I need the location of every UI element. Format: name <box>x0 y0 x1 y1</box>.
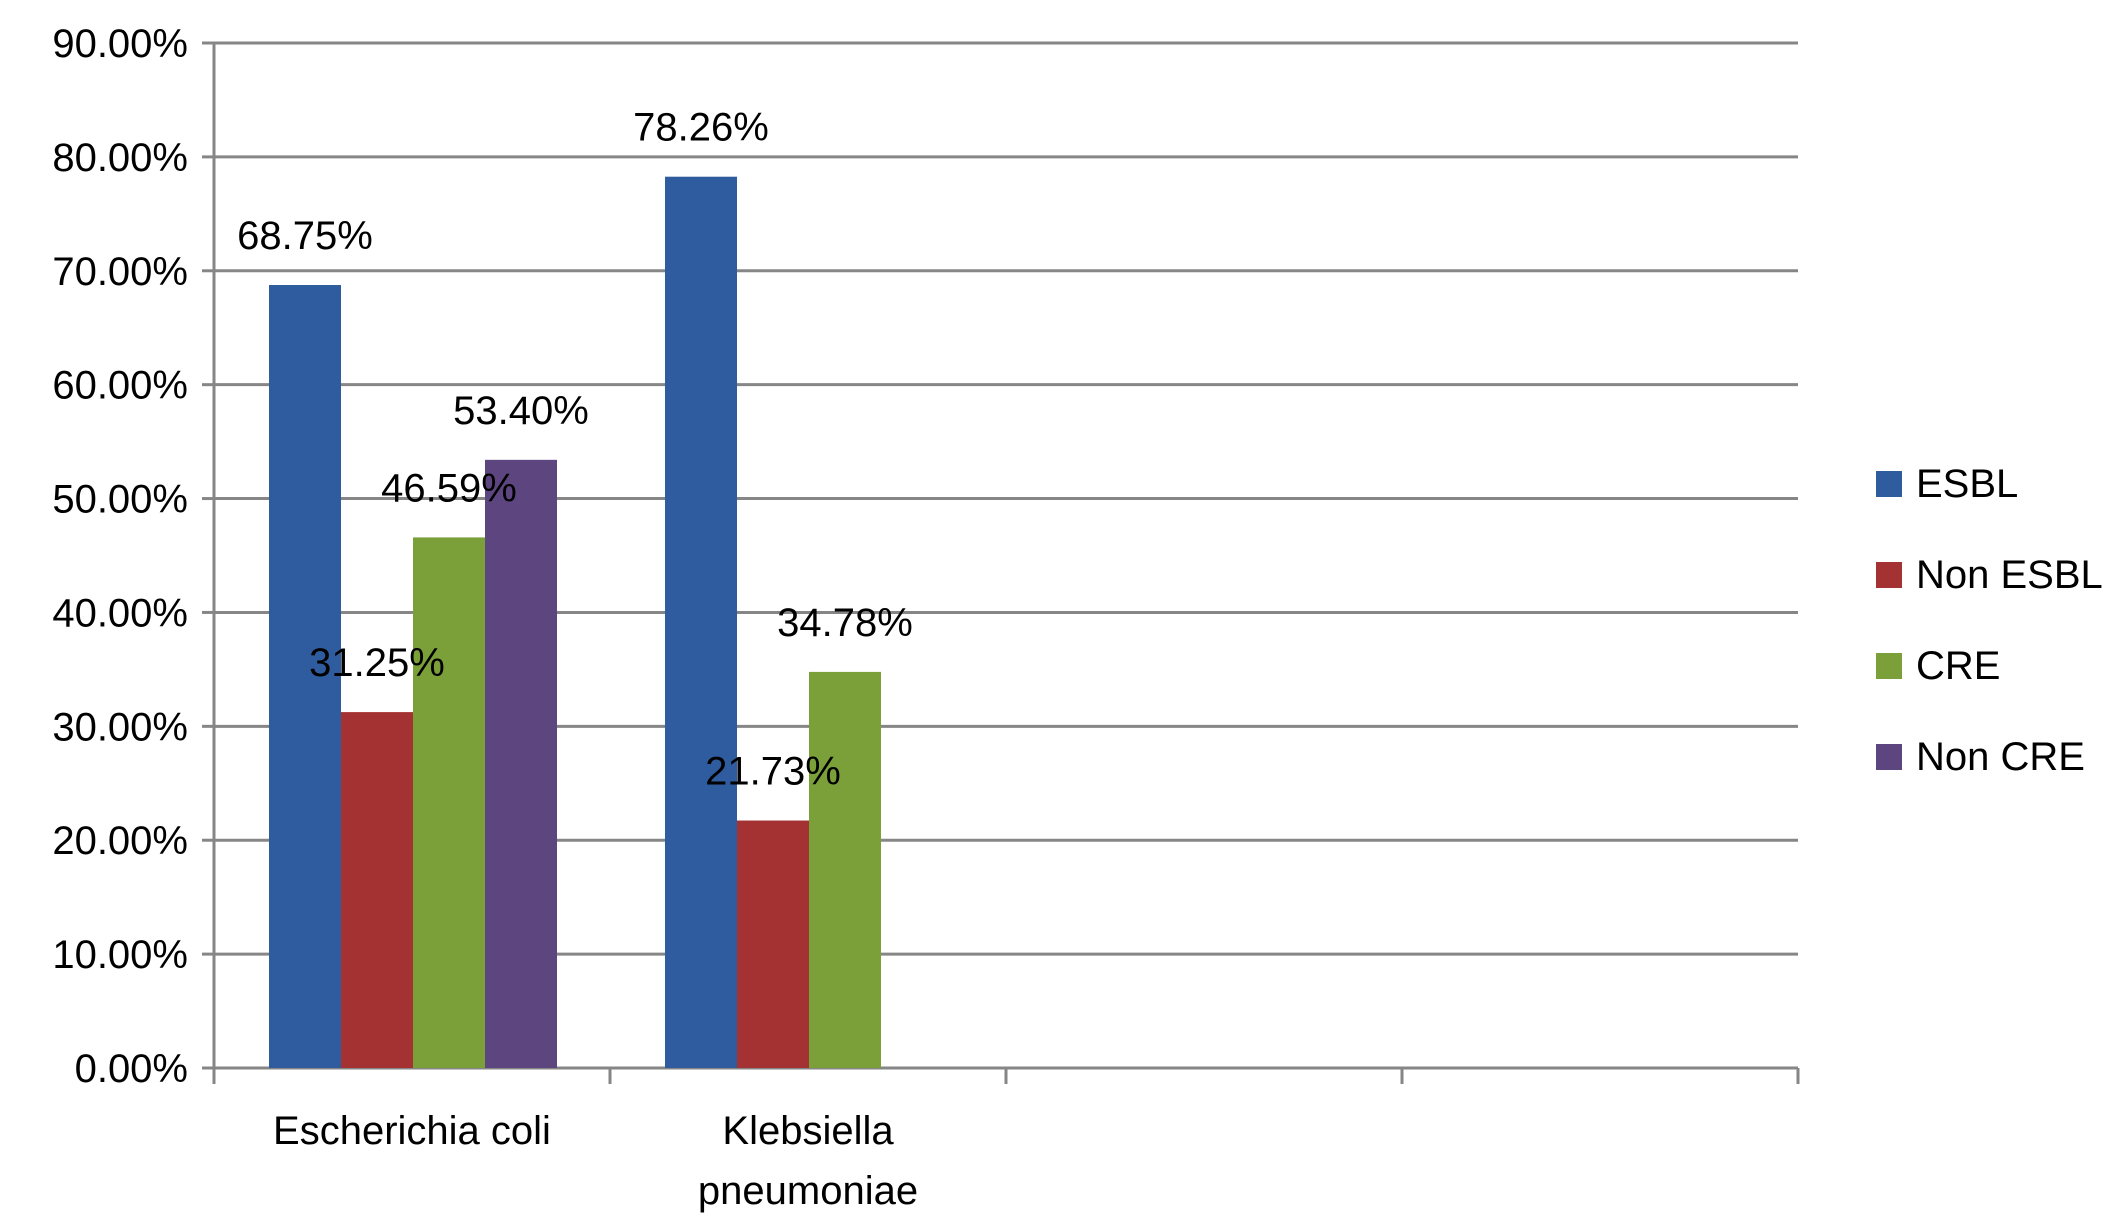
data-label: 34.78% <box>777 601 913 645</box>
legend-swatch <box>1876 744 1902 770</box>
y-tick-label: 90.00% <box>52 22 188 66</box>
legend-label: Non ESBL <box>1916 553 2103 597</box>
x-axis-ticks <box>212 1068 1800 1084</box>
bar-non-esbl <box>341 712 413 1068</box>
data-label: 46.59% <box>381 466 517 510</box>
data-label: 68.75% <box>237 214 373 258</box>
y-tick-label: 20.00% <box>52 819 188 863</box>
bar-cre <box>413 537 485 1068</box>
y-tick-label: 50.00% <box>52 478 188 522</box>
legend-label: ESBL <box>1916 462 2018 506</box>
bar-esbl <box>269 285 341 1068</box>
bar-non-esbl <box>737 820 809 1068</box>
data-label: 78.26% <box>633 106 769 150</box>
y-tick-label: 40.00% <box>52 591 188 635</box>
y-tick-label: 0.00% <box>75 1047 188 1091</box>
legend-swatch <box>1876 562 1902 588</box>
bar-esbl <box>665 176 737 1068</box>
legend-swatch <box>1876 653 1902 679</box>
legend-label: CRE <box>1916 644 2000 688</box>
x-category-label: pneumoniae <box>698 1169 918 1213</box>
data-label: 53.40% <box>453 389 589 433</box>
x-axis-category-labels: Escherichia coli Klebsiella pneumoniae <box>273 1109 918 1213</box>
y-tick-label: 10.00% <box>52 933 188 977</box>
data-label: 31.25% <box>309 641 445 685</box>
bar-cre <box>809 671 881 1068</box>
y-axis-tick-labels: 0.00% 10.00% 20.00% 30.00% 40.00% 50.00% 60.00… <box>52 22 214 1091</box>
x-category-label: Escherichia coli <box>273 1109 551 1153</box>
bars <box>269 176 881 1068</box>
legend-label: Non CRE <box>1916 735 2085 779</box>
legend-swatch <box>1876 471 1902 497</box>
data-label: 21.73% <box>705 750 841 794</box>
bar-non-cre <box>485 459 557 1068</box>
legend: ESBL Non ESBL CRE Non CRE <box>1876 462 2103 779</box>
y-tick-label: 60.00% <box>52 364 188 408</box>
data-labels: 68.75% 78.26% 31.25% 21.73% 46.59% 34.78% 53.4… <box>237 106 913 794</box>
y-tick-label: 80.00% <box>52 136 188 180</box>
y-tick-label: 30.00% <box>52 705 188 749</box>
y-tick-label: 70.00% <box>52 250 188 294</box>
x-category-label: Klebsiella <box>722 1109 894 1153</box>
